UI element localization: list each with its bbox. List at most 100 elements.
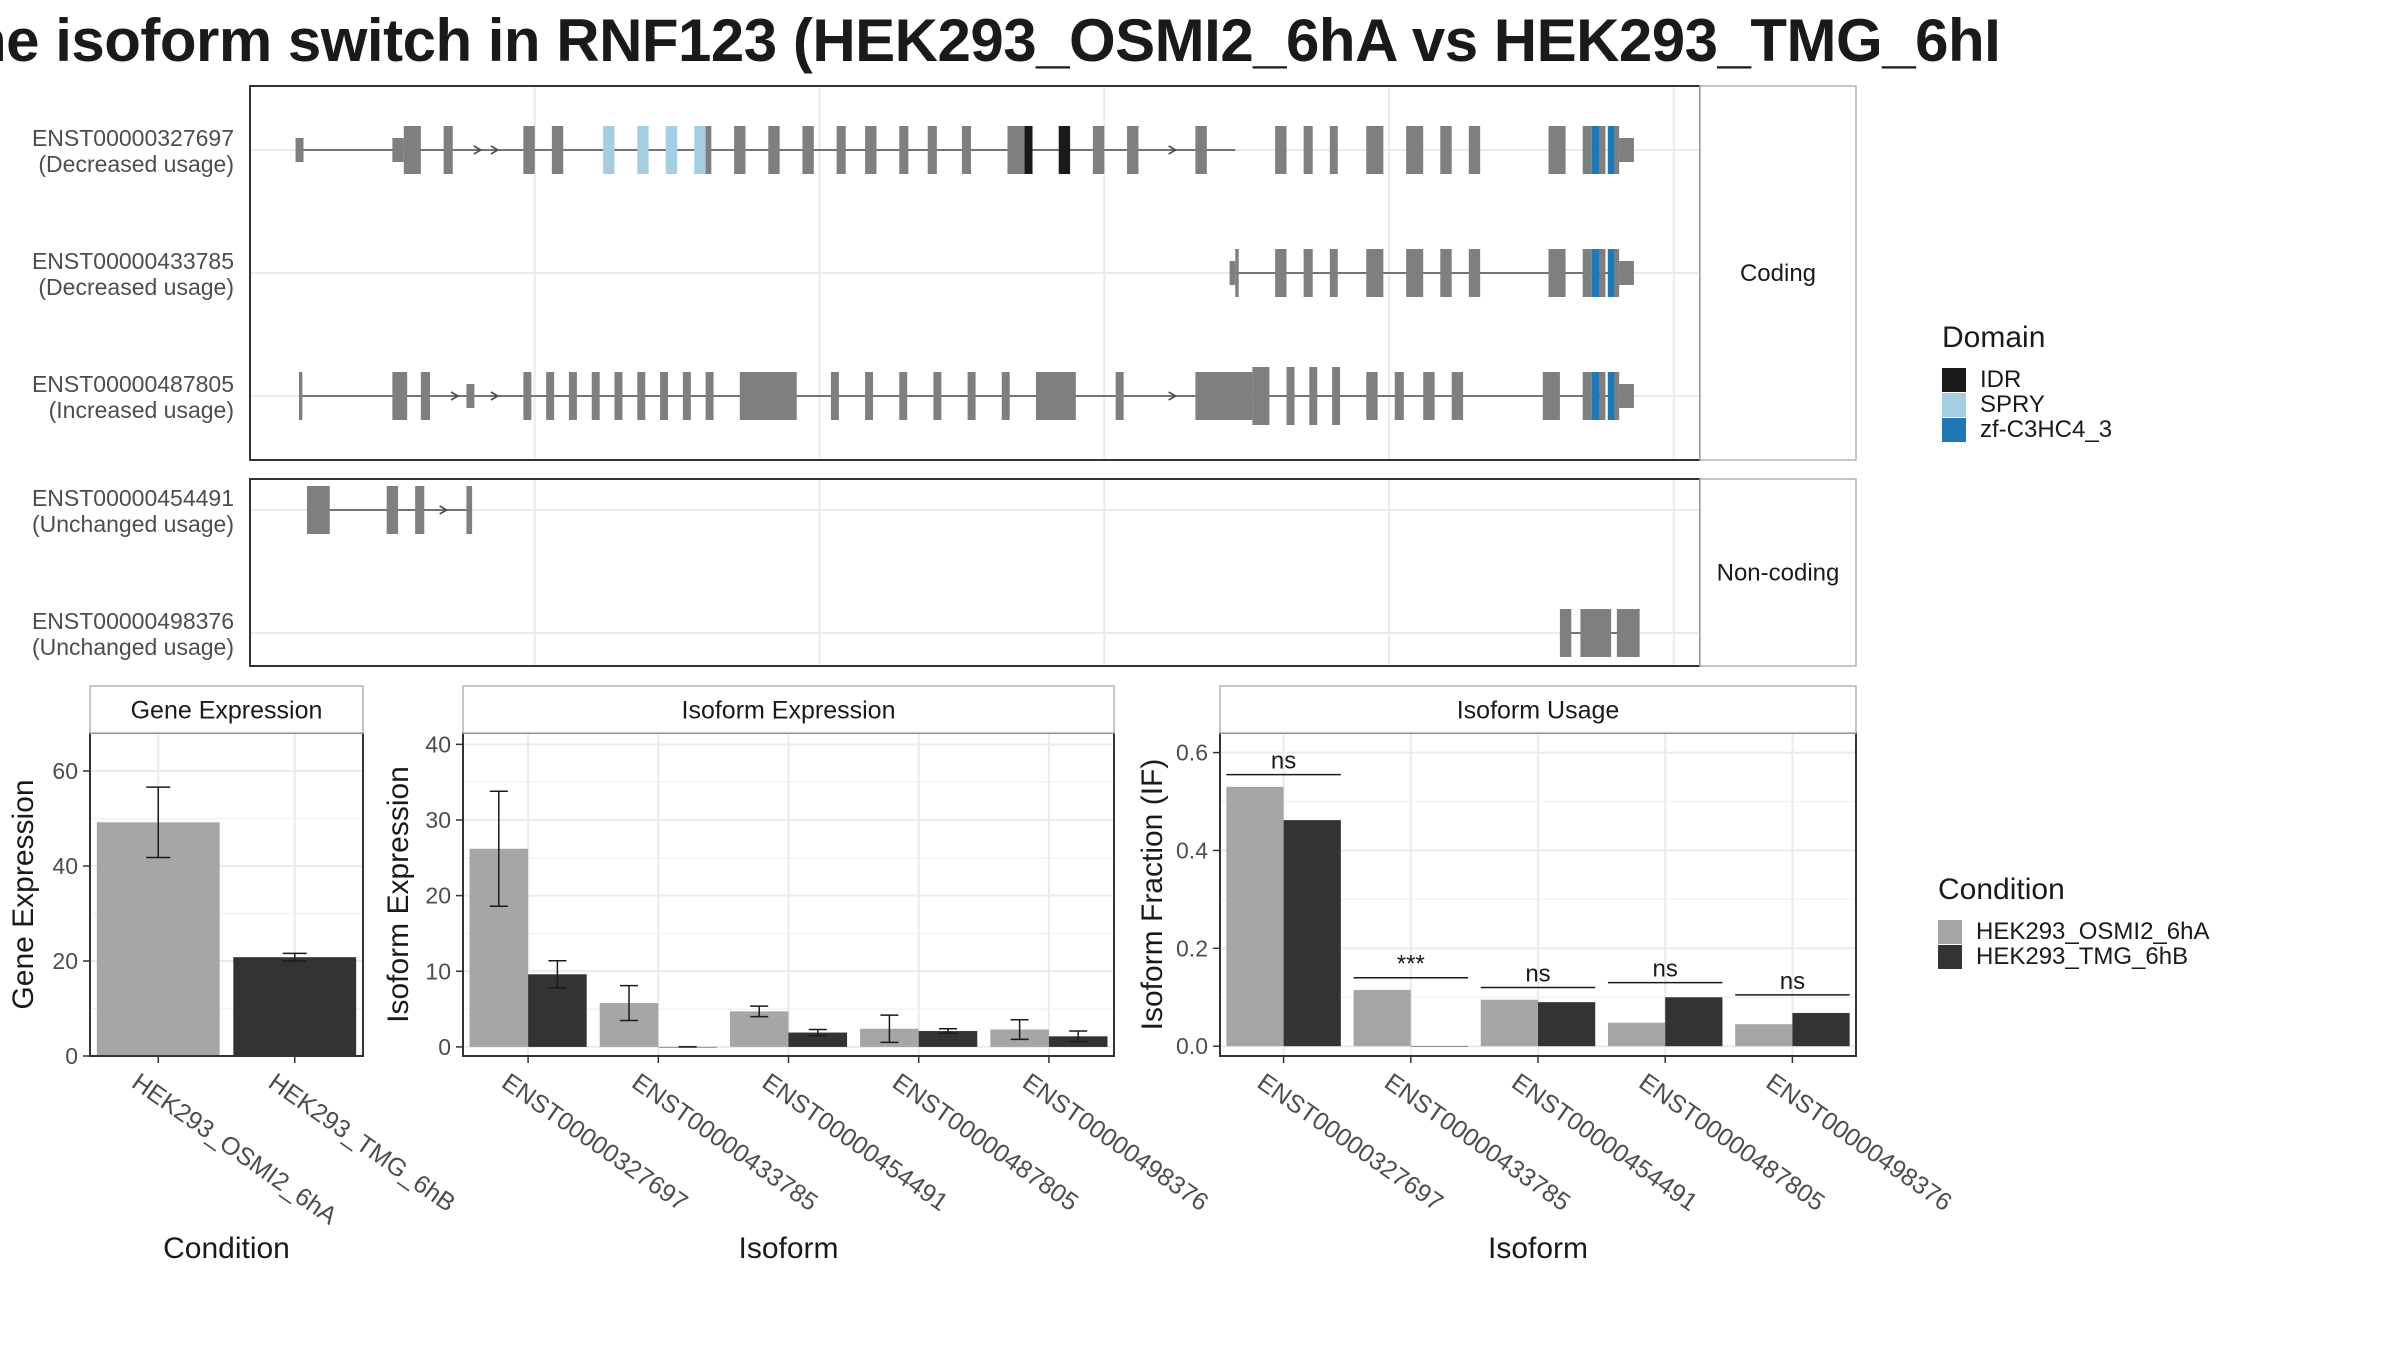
exon-plain <box>1619 261 1634 285</box>
exon-plain <box>961 126 972 174</box>
isoform-label: ENST00000487805 <box>32 371 234 397</box>
isoform-label: ENST00000433785 <box>32 248 234 274</box>
exon-plain <box>1423 372 1435 420</box>
exon-plain <box>466 486 473 534</box>
significance-label: *** <box>1397 951 1425 978</box>
significance-label: ns <box>1271 748 1296 775</box>
exon-plain <box>1127 126 1139 174</box>
exon-plain <box>415 486 425 534</box>
exon-plain <box>1406 126 1424 174</box>
isoform-label: ENST00000498376 <box>32 608 234 634</box>
exon-zf-C3HC4_3 <box>1607 249 1615 297</box>
significance-label: ns <box>1653 956 1678 983</box>
isoform-usage-label: (Unchanged usage) <box>32 634 234 660</box>
strand-arrow <box>1168 145 1178 155</box>
exon-plain <box>392 372 408 420</box>
y-tick-label: 10 <box>425 958 451 984</box>
y-tick-label: 40 <box>425 731 451 757</box>
exon-plain <box>403 126 421 174</box>
exon-plain <box>1275 249 1287 297</box>
exon-plain <box>682 372 691 420</box>
panel-strip <box>462 685 1115 734</box>
exon-plain <box>1580 609 1612 657</box>
figure-title: ne isoform switch in RNF123 (HEK293_OSMI… <box>0 7 2001 74</box>
exon-plain <box>523 372 532 420</box>
exon-plain <box>1548 126 1566 174</box>
legend-key-IDR <box>1942 368 1966 392</box>
exon-plain <box>1440 126 1452 174</box>
exon-plain <box>591 372 600 420</box>
exon-plain <box>523 126 535 174</box>
exon-plain <box>1195 372 1253 420</box>
y-axis-title: Gene Expression <box>7 779 40 1009</box>
exon-plain <box>927 126 937 174</box>
bar-HEK293_OSMI2_6hA <box>1353 989 1411 1047</box>
exon-plain <box>1366 126 1384 174</box>
legend-key-HEK293_OSMI2_6hA <box>1938 920 1962 944</box>
exon-plain <box>551 126 564 174</box>
exon-plain <box>1599 372 1606 420</box>
significance-label: ns <box>1780 968 1805 995</box>
exon-plain <box>1468 249 1481 297</box>
exon-plain <box>298 372 303 420</box>
exon-plain <box>1616 609 1640 657</box>
strand-arrow <box>439 505 449 515</box>
exon-plain <box>306 486 330 534</box>
bar-HEK293_OSMI2_6hA <box>1226 786 1284 1047</box>
exon-plain <box>1329 249 1338 297</box>
exon-plain <box>1614 249 1620 297</box>
exon-plain <box>546 372 555 420</box>
exon-SPRY <box>637 126 649 174</box>
exon-zf-C3HC4_3 <box>1591 372 1600 420</box>
exon-plain <box>830 372 839 420</box>
exon-plain <box>1468 126 1481 174</box>
exon-plain <box>1309 367 1318 425</box>
exon-plain <box>899 126 909 174</box>
panel-strip <box>89 685 364 734</box>
isoform-label: ENST00000454491 <box>32 485 234 511</box>
x-axis-title: Condition <box>163 1232 290 1265</box>
exon-plain <box>386 486 399 534</box>
exon-plain <box>933 372 942 420</box>
bar-HEK293_TMG_6hB <box>1538 1002 1596 1047</box>
exon-plain <box>1366 249 1384 297</box>
exon-plain <box>1115 372 1124 420</box>
exon-plain <box>1406 249 1424 297</box>
isoform-usage-label: (Increased usage) <box>49 397 234 423</box>
legend-key-zf-C3HC4_3 <box>1942 418 1966 442</box>
strand-arrow <box>473 145 483 155</box>
exon-plain <box>568 372 577 420</box>
legend-key-HEK293_TMG_6hB <box>1938 945 1962 969</box>
strand-arrow <box>490 145 500 155</box>
significance-label: ns <box>1525 960 1550 987</box>
legend-label: zf-C3HC4_3 <box>1980 416 2112 443</box>
exon-plain <box>1394 372 1404 420</box>
exon-plain <box>614 372 623 420</box>
y-axis-title: Isoform Expression <box>382 766 415 1023</box>
exon-SPRY <box>665 126 678 174</box>
facet-strip-label: Coding <box>1740 260 1816 287</box>
exon-plain <box>1252 367 1270 425</box>
exon-plain <box>1329 126 1338 174</box>
strand-arrow <box>1168 391 1178 401</box>
y-axis-title: Isoform Fraction (IF) <box>1136 759 1169 1031</box>
exon-plain <box>1001 372 1010 420</box>
exon-plain <box>1366 372 1378 420</box>
exon-plain <box>967 372 976 420</box>
legend-key-SPRY <box>1942 393 1966 417</box>
exon-plain <box>802 126 814 174</box>
exon-plain <box>420 372 430 420</box>
legend-label: IDR <box>1980 366 2021 393</box>
exon-plain <box>1619 138 1634 162</box>
exon-plain <box>1332 367 1341 425</box>
exon-zf-C3HC4_3 <box>1607 126 1615 174</box>
exon-plain <box>1235 249 1239 297</box>
y-tick-label: 40 <box>52 853 78 879</box>
exon-SPRY <box>603 126 615 174</box>
exon-plain <box>1614 372 1620 420</box>
exon-zf-C3HC4_3 <box>1591 126 1600 174</box>
isoform-usage-label: (Decreased usage) <box>38 274 234 300</box>
bar-HEK293_OSMI2_6hA <box>1480 999 1538 1047</box>
gene-structure-plot: ENST00000327697(Decreased usage)ENST0000… <box>32 85 1857 667</box>
